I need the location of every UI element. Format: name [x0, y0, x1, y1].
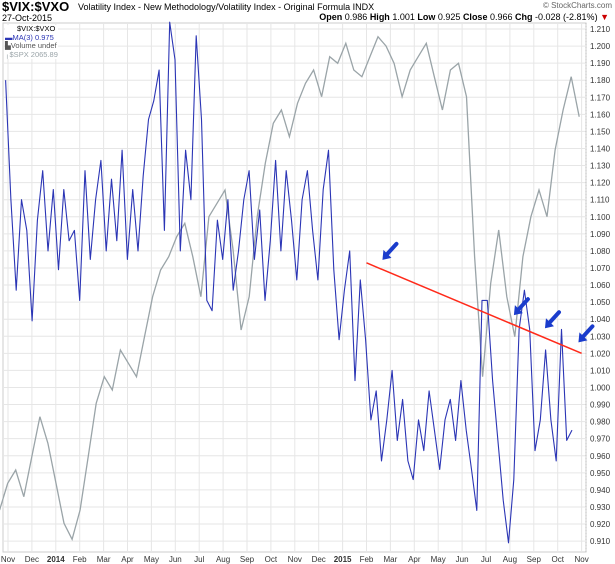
symbol-description: Volatility Index - New Methodology/Volat…: [78, 2, 374, 12]
y-tick-label: 1.140: [590, 144, 611, 153]
annotation-arrow-shaft: [546, 310, 561, 326]
x-tick-label: Nov: [1, 555, 15, 564]
x-tick-label: Jul: [481, 555, 491, 564]
x-tick-label: Nov: [574, 555, 588, 564]
legend-spx: ╷$SPX 2065.89: [5, 49, 58, 59]
spx-line: [0, 35, 580, 542]
y-tick-label: 1.200: [590, 42, 611, 51]
y-tick-label: 1.130: [590, 162, 611, 171]
y-tick-label: 1.050: [590, 298, 611, 307]
x-tick-label: Feb: [360, 555, 374, 564]
x-tick-label: Jul: [194, 555, 204, 564]
close-value: 0.966: [489, 12, 513, 22]
x-tick-label: Mar: [97, 555, 111, 564]
legend-volume: ▙Volume undef: [5, 41, 57, 50]
x-tick-label: Dec: [25, 555, 39, 564]
low-label: Low: [417, 12, 436, 22]
ohlc-readout: Open 0.986 High 1.001 Low 0.925 Close 0.…: [319, 12, 609, 22]
y-tick-label: 1.190: [590, 59, 611, 68]
legend-symbol: $VIX:$VXO: [17, 24, 56, 33]
y-tick-label: 0.940: [590, 486, 611, 495]
annotation-arrow-shaft: [384, 241, 399, 257]
y-tick-label: 0.970: [590, 435, 611, 444]
chg-value: -0.028 (-2.81%): [535, 12, 598, 22]
x-tick-label: Jun: [456, 555, 469, 564]
y-tick-label: 1.160: [590, 110, 611, 119]
y-tick-label: 0.980: [590, 418, 611, 427]
high-value: 1.001: [392, 12, 415, 22]
y-tick-label: 1.020: [590, 349, 611, 358]
annotation-arrow-icon: [382, 249, 392, 260]
down-arrow-icon: ▼: [600, 12, 609, 22]
legend: $VIX:$VXO ▬MA(3) 0.975 ▙Volume undef ╷$S…: [5, 24, 58, 59]
y-tick-label: 1.090: [590, 230, 611, 239]
y-tick-label: 1.170: [590, 93, 611, 102]
x-tick-label: Sep: [240, 555, 255, 564]
x-tick-label: Apr: [408, 555, 421, 564]
annotation-arrow-icon: [544, 318, 554, 329]
low-value: 0.925: [437, 12, 461, 22]
legend-ma-text: MA(3) 0.975: [12, 32, 54, 42]
y-tick-label: 1.070: [590, 264, 611, 273]
x-tick-label: Nov: [288, 555, 302, 564]
x-tick-label: Dec: [312, 555, 326, 564]
legend-spx-text: $SPX 2065.89: [9, 49, 58, 59]
y-tick-label: 0.960: [590, 452, 611, 461]
annotation-arrow-icon: [578, 332, 588, 343]
y-tick-label: 0.920: [590, 520, 611, 529]
y-tick-label: 1.180: [590, 76, 611, 85]
annotation-arrow-shaft: [515, 297, 530, 313]
x-tick-label: Oct: [551, 555, 564, 564]
x-tick-label: 2015: [334, 555, 352, 564]
y-tick-label: 0.930: [590, 503, 611, 512]
y-tick-label: 1.150: [590, 127, 611, 136]
y-tick-label: 0.910: [590, 537, 611, 546]
ratio-ma-line: [5, 21, 573, 544]
y-tick-label: 1.060: [590, 281, 611, 290]
y-tick-label: 1.100: [590, 213, 611, 222]
chg-label: Chg: [515, 12, 533, 22]
open-label: Open: [319, 12, 343, 22]
annotation-arrow-shaft: [580, 324, 595, 340]
y-tick-label: 1.040: [590, 315, 611, 324]
y-tick-label: 1.030: [590, 332, 611, 341]
y-tick-label: 0.950: [590, 469, 611, 478]
x-tick-label: Mar: [384, 555, 398, 564]
description-text: Volatility Index - New Methodology/Volat…: [78, 2, 351, 12]
high-label: High: [369, 12, 390, 22]
y-tick-label: 1.010: [590, 366, 611, 375]
y-tick-label: 0.990: [590, 401, 611, 410]
legend-ma: ▬MA(3) 0.975: [5, 32, 54, 42]
x-tick-label: Jun: [169, 555, 182, 564]
x-tick-label: May: [431, 555, 446, 564]
close-label: Close: [462, 12, 488, 22]
y-tick-label: 1.210: [590, 25, 611, 34]
symbol-title: $VIX:$VXO: [2, 0, 70, 14]
open-value: 0.986: [344, 12, 368, 22]
x-tick-label: Aug: [503, 555, 517, 564]
y-tick-label: 1.000: [590, 383, 611, 392]
legend-volume-text: Volume undef: [10, 41, 57, 50]
trendline: [366, 262, 582, 355]
x-tick-label: Sep: [527, 555, 542, 564]
x-tick-label: Oct: [265, 555, 278, 564]
annotation-arrow-icon: [513, 305, 523, 316]
x-tick-label: Feb: [73, 555, 87, 564]
y-tick-label: 1.120: [590, 179, 611, 188]
brand-logo: © StockCharts.com: [542, 1, 612, 10]
exchange: INDX: [352, 2, 375, 12]
x-tick-label: Aug: [216, 555, 230, 564]
y-tick-label: 1.080: [590, 247, 611, 256]
y-tick-label: 1.110: [590, 196, 610, 205]
chart-date: 27-Oct-2015: [2, 13, 53, 23]
x-tick-label: Apr: [121, 555, 134, 564]
x-tick-label: 2014: [47, 555, 65, 564]
x-tick-label: May: [144, 555, 159, 564]
